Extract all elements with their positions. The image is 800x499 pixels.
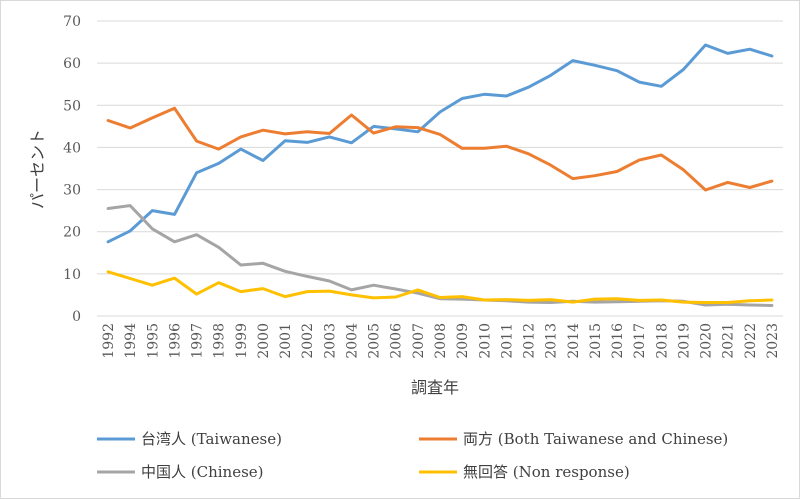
x-tick-label: 2003: [322, 323, 338, 359]
x-tick-label: 2017: [632, 323, 648, 359]
x-tick-label: 1992: [101, 323, 117, 359]
x-tick-label: 1999: [234, 323, 250, 359]
x-tick-label: 2010: [477, 323, 493, 359]
x-tick-label: 2012: [522, 323, 538, 359]
x-tick-label: 2005: [367, 323, 383, 359]
series-lines: [106, 43, 774, 307]
x-tick-label: 1996: [167, 323, 183, 359]
series-line-3: [106, 270, 774, 304]
legend: 台湾人 (Taiwanese) 両方 (Both Taiwanese and Ch…: [97, 430, 728, 481]
y-tick-label: 0: [72, 309, 81, 325]
x-tick-label: 2002: [300, 323, 316, 359]
y-tick-label: 60: [63, 56, 81, 72]
x-tick-label: 2004: [344, 323, 360, 359]
y-tick-label: 20: [63, 225, 81, 241]
x-axis-title: 調査年: [411, 378, 459, 397]
x-tick-label: 2007: [411, 323, 427, 359]
legend-label-0: 台湾人 (Taiwanese): [141, 430, 282, 448]
x-tick-label: 2006: [389, 323, 405, 359]
series-line-0: [106, 43, 774, 244]
legend-label-1: 両方 (Both Taiwanese and Chinese): [463, 430, 728, 448]
series-line-2: [106, 204, 774, 307]
x-axis-ticks: 1992 1994 1995 1996 1997 1998 1999 2000 2001 2002…: [101, 323, 781, 359]
legend-label-2: 中国人 (Chinese): [141, 463, 264, 481]
x-tick-label: 1998: [212, 323, 228, 359]
x-tick-label: 2023: [765, 323, 781, 359]
x-tick-label: 2018: [654, 323, 670, 359]
x-tick-label: 2011: [499, 323, 515, 359]
x-tick-label: 2015: [588, 323, 604, 359]
y-axis-ticks: 0 10 20 30 40 50 60 70: [63, 14, 81, 325]
x-tick-label: 2016: [610, 323, 626, 359]
x-tick-label: 2009: [455, 323, 471, 359]
x-tick-label: 2022: [743, 323, 759, 359]
legend-label-3: 無回答 (Non response): [463, 463, 630, 481]
x-tick-label: 2013: [544, 323, 560, 359]
x-tick-label: 2014: [566, 323, 582, 359]
x-tick-label: 2019: [676, 323, 692, 359]
x-tick-label: 1997: [190, 323, 206, 359]
x-tick-label: 2000: [256, 323, 272, 359]
x-tick-label: 2021: [721, 323, 737, 359]
series-line-1: [106, 106, 774, 192]
y-tick-label: 10: [63, 267, 81, 283]
y-tick-label: 40: [63, 140, 81, 156]
x-tick-label: 2020: [699, 323, 715, 359]
y-tick-label: 50: [63, 98, 81, 114]
y-tick-label: 30: [63, 183, 81, 199]
x-tick-label: 2008: [433, 323, 449, 359]
x-tick-label: 1995: [145, 323, 161, 359]
y-tick-label: 70: [63, 14, 81, 30]
x-tick-label: 1994: [123, 323, 139, 359]
x-tick-label: 2001: [278, 323, 294, 359]
y-axis-title: パーセント: [28, 129, 47, 209]
